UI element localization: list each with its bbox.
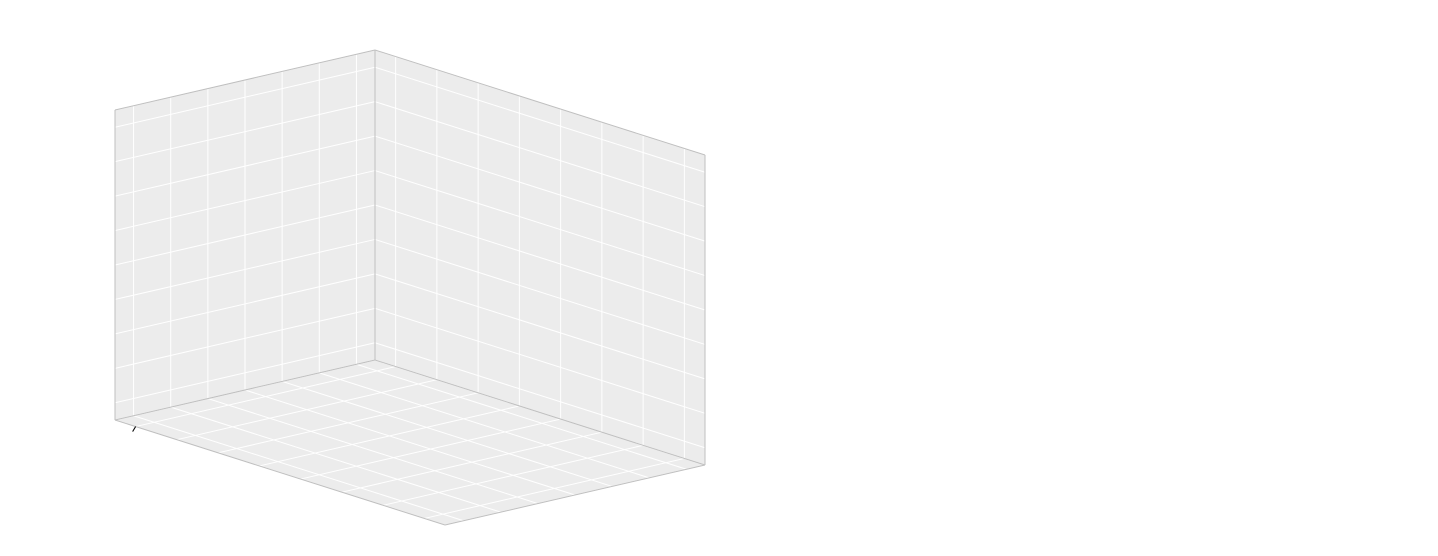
- x-tick: [133, 427, 136, 432]
- scatter3d-chart: [0, 0, 1438, 556]
